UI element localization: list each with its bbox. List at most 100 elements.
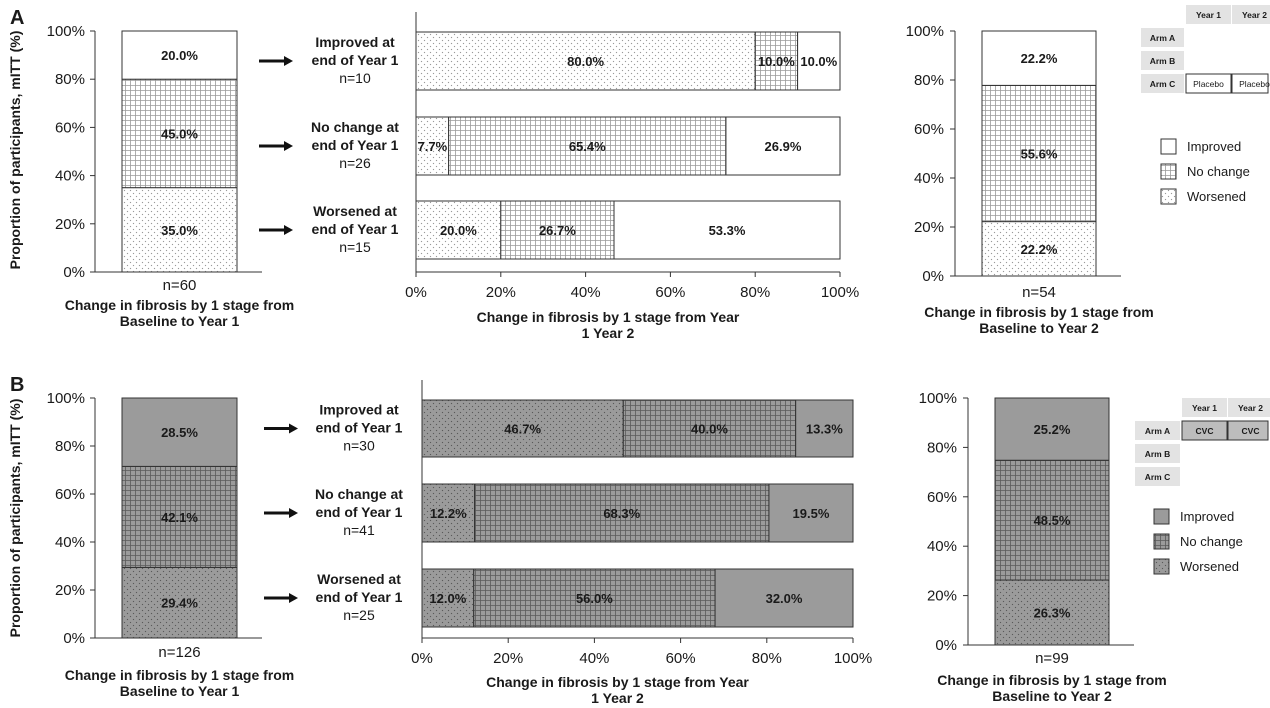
bar-segment-improved bbox=[725, 116, 841, 176]
data-label: 10.0% bbox=[758, 54, 795, 69]
row-label: end of Year 1 bbox=[316, 504, 403, 520]
x-tick-label: 40% bbox=[571, 284, 601, 301]
bar-segment-worsened bbox=[415, 116, 450, 176]
row-label: Worsened at bbox=[313, 203, 397, 219]
n-label: n=26 bbox=[339, 155, 371, 171]
data-label: 65.4% bbox=[569, 139, 606, 154]
table-header-label: Year 1 bbox=[1196, 10, 1221, 20]
arrowhead-icon bbox=[289, 593, 298, 603]
x-axis-label: Change in fibrosis by 1 stage from bbox=[924, 304, 1154, 320]
y-tick-label: 0% bbox=[63, 264, 85, 281]
y-tick-label: 0% bbox=[935, 637, 957, 654]
x-tick-label: 80% bbox=[740, 284, 770, 301]
y-axis-label: Proportion of participants, mITT (%) bbox=[7, 399, 23, 638]
y-tick-label: 20% bbox=[55, 216, 85, 233]
bar-segment-no-change bbox=[474, 483, 770, 543]
y-tick-label: 100% bbox=[47, 390, 85, 407]
y-tick-label: 40% bbox=[914, 170, 944, 187]
arm-table: Year 1 Year 2 Arm A Arm B Arm C Placebo Placeb… bbox=[1141, 5, 1270, 94]
x-tick-label: 0% bbox=[411, 650, 433, 667]
table-cell-label: Placebo bbox=[1193, 79, 1224, 89]
bar-segment-no-change bbox=[448, 116, 727, 176]
data-label: 12.2% bbox=[430, 506, 467, 521]
left-chart: 0% 20% 40% 60% 80% 100% 29.4% 42.1% 28.5% n=126 Ch… bbox=[47, 390, 295, 699]
table-row-header bbox=[1141, 74, 1184, 93]
arrowhead-icon bbox=[289, 423, 298, 434]
left-chart: 0% 20% 40% 60% 80% 100% 35.0% 45.0% 20.0% n=60 Cha… bbox=[47, 23, 295, 329]
n-label: n=30 bbox=[343, 438, 375, 454]
x-axis-label: Change in fibrosis by 1 stage from bbox=[65, 667, 295, 683]
table-cell bbox=[1231, 73, 1269, 94]
middle-chart: 0% 20% 40% 60% 80% 100% 80.0% 10.0% 10.0% Improve… bbox=[259, 12, 859, 341]
bar-segment-no-change bbox=[500, 200, 615, 260]
y-tick-label: 0% bbox=[922, 268, 944, 285]
table-header-cell bbox=[1186, 5, 1231, 24]
data-label: 68.3% bbox=[603, 506, 640, 521]
data-label: 32.0% bbox=[766, 591, 803, 606]
data-label: 80.0% bbox=[567, 54, 604, 69]
data-label: 45.0% bbox=[161, 126, 198, 141]
row-label: end of Year 1 bbox=[312, 221, 399, 237]
data-label: 26.9% bbox=[765, 139, 802, 154]
bar-segment-no-change bbox=[754, 31, 799, 91]
arm-label: Arm C bbox=[1150, 79, 1176, 89]
row-1: 12.2% 68.3% 19.5% No change at end of Year 1… bbox=[264, 483, 854, 543]
bar-segment-improved bbox=[613, 200, 841, 260]
row-1: 7.7% 65.4% 26.9% No change at end of Year 1 n… bbox=[259, 116, 841, 176]
x-axis-label: 1 Year 2 bbox=[582, 325, 635, 341]
row-2: 12.0% 56.0% 32.0% Worsened at end of Year 1 n… bbox=[264, 568, 854, 628]
n-label: n=25 bbox=[343, 607, 375, 623]
bar-segment-no-change bbox=[473, 568, 716, 628]
row-2: 20.0% 26.7% 53.3% Worsened at end of Year 1 n… bbox=[259, 200, 841, 260]
data-label: 53.3% bbox=[709, 223, 746, 238]
x-axis-label: Change in fibrosis by 1 stage from bbox=[937, 672, 1167, 688]
table-header-label: Year 2 bbox=[1242, 10, 1267, 20]
bar-segment-worsened bbox=[121, 566, 238, 639]
legend-swatch-no-change bbox=[1160, 163, 1177, 180]
table-row-header bbox=[1141, 28, 1184, 47]
y-tick-label: 80% bbox=[55, 71, 85, 88]
data-label: 19.5% bbox=[793, 506, 830, 521]
row-label: No change at bbox=[315, 486, 403, 502]
x-tick-label: 60% bbox=[666, 650, 696, 667]
bar-segment-no-change bbox=[121, 465, 238, 568]
arrowhead-icon bbox=[284, 225, 293, 235]
data-label: 13.3% bbox=[806, 422, 843, 437]
data-label: 22.2% bbox=[1021, 242, 1058, 257]
panel-letter: A bbox=[10, 7, 24, 29]
x-tick-label: 60% bbox=[655, 284, 685, 301]
data-label: 28.5% bbox=[161, 425, 198, 440]
row-label: end of Year 1 bbox=[316, 589, 403, 605]
row-label: No change at bbox=[311, 119, 399, 135]
legend-label: Worsened bbox=[1180, 559, 1239, 574]
y-tick-label: 60% bbox=[914, 121, 944, 138]
legend-swatch-improved bbox=[1160, 138, 1177, 155]
y-tick-label: 0% bbox=[63, 630, 85, 647]
data-label: 55.6% bbox=[1021, 147, 1058, 162]
arrowhead-icon bbox=[284, 141, 293, 151]
bar-segment-improved bbox=[768, 483, 854, 543]
bar-segment-worsened bbox=[421, 483, 476, 543]
bar-segment-no-change bbox=[121, 78, 238, 189]
data-label: 46.7% bbox=[504, 422, 541, 437]
row-label: Improved at bbox=[319, 402, 399, 418]
right-chart: 0% 20% 40% 60% 80% 100% 26.3% 48.5% 25.2% n=99 Cha… bbox=[919, 390, 1167, 704]
y-tick-label: 20% bbox=[914, 219, 944, 236]
data-label: 35.0% bbox=[161, 223, 198, 238]
legend-label: No change bbox=[1187, 164, 1250, 179]
data-label: 20.0% bbox=[161, 48, 198, 63]
arm-table: Year 1 Year 2 Arm A CVC CVC Arm B Arm C bbox=[1135, 398, 1270, 486]
middle-chart: 0% 20% 40% 60% 80% 100% 46.7% 40.0% 13.3% Improve… bbox=[264, 380, 872, 706]
table-cell-label: Placebo bbox=[1239, 79, 1270, 89]
bar-segment-improved bbox=[797, 31, 841, 91]
bar-segment-worsened bbox=[421, 568, 475, 628]
y-tick-label: 60% bbox=[55, 119, 85, 136]
y-tick-label: 40% bbox=[55, 534, 85, 551]
x-tick-label: 100% bbox=[821, 284, 859, 301]
bar-segment-worsened bbox=[421, 399, 624, 458]
arm-label: Arm B bbox=[1145, 449, 1171, 459]
x-axis-label: Change in fibrosis by 1 stage from Year bbox=[477, 309, 740, 325]
bar-segment-worsened bbox=[415, 31, 756, 91]
x-axis-label: 1 Year 2 bbox=[591, 690, 644, 706]
n-label: n=54 bbox=[1022, 284, 1056, 301]
